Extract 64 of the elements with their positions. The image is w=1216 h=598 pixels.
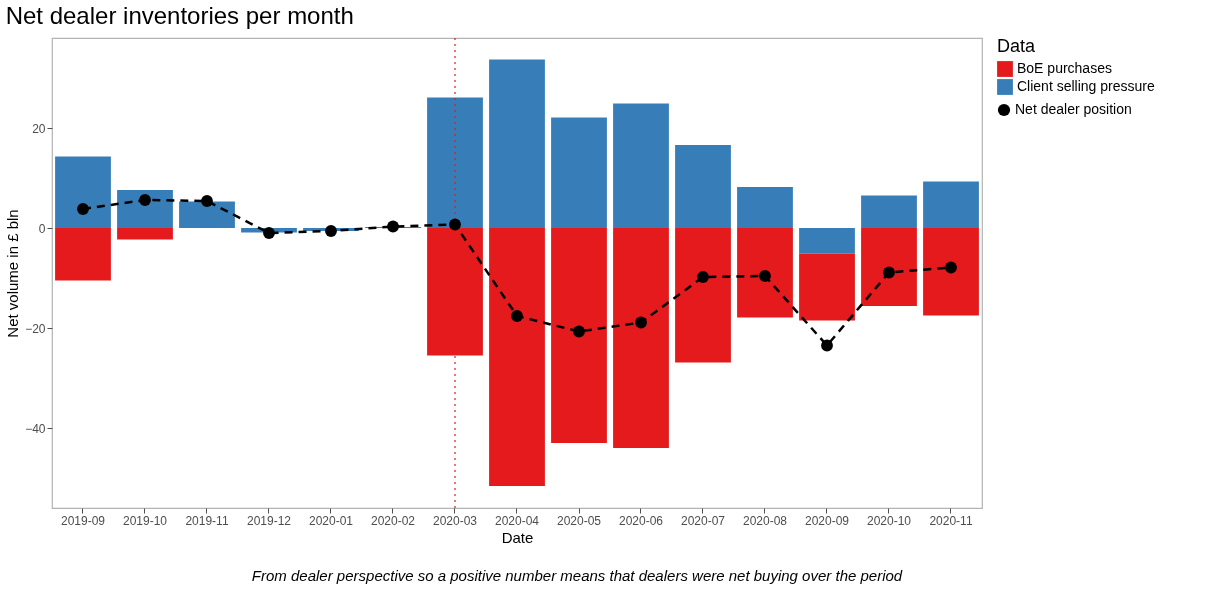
x-tick-label: 2020-11 bbox=[929, 513, 973, 528]
point bbox=[449, 218, 461, 231]
bar bbox=[799, 228, 855, 254]
bar bbox=[551, 228, 607, 443]
text: From dealer perspective so a positive number means that dealers were net buying over the period bbox=[251, 567, 903, 584]
x-tick-label: 2020-06 bbox=[618, 513, 664, 528]
point bbox=[77, 203, 89, 215]
bar bbox=[489, 59, 545, 228]
x-tick-label: 2020-08 bbox=[742, 513, 788, 528]
y-tick-label: 0 bbox=[38, 221, 46, 236]
point bbox=[821, 339, 833, 352]
x-tick-label: 2020-04 bbox=[494, 513, 540, 528]
y-axis-title: Net volume in £ bln bbox=[4, 209, 22, 338]
bar bbox=[923, 228, 979, 316]
point bbox=[883, 266, 895, 279]
bar bbox=[861, 195, 917, 228]
x-tick-label: 2020-05 bbox=[556, 513, 602, 528]
x-axis-title: Date bbox=[501, 528, 534, 546]
point bbox=[635, 316, 647, 329]
x-tick-label: 2020-09 bbox=[804, 513, 850, 528]
bar bbox=[799, 253, 855, 321]
point bbox=[201, 195, 213, 207]
x-tick-label: 2019-11 bbox=[185, 513, 229, 528]
legend-label: Net dealer position bbox=[1015, 101, 1132, 117]
bar bbox=[675, 145, 731, 228]
x-tick-label: 2020-01 bbox=[308, 513, 354, 528]
bar bbox=[489, 228, 545, 486]
bar bbox=[613, 228, 669, 448]
y-tick-label: −40 bbox=[25, 421, 46, 436]
point bbox=[759, 270, 771, 282]
x-tick-label: 2020-02 bbox=[370, 513, 416, 528]
x-tick-label: 2020-03 bbox=[432, 513, 478, 528]
chart-title: Net dealer inventories per month bbox=[5, 2, 354, 30]
x-tick-label: 2019-09 bbox=[60, 513, 106, 528]
bar bbox=[55, 228, 111, 281]
bar bbox=[675, 228, 731, 363]
legend-label: BoE purchases bbox=[1017, 60, 1112, 76]
point bbox=[697, 271, 709, 283]
point bbox=[325, 225, 337, 237]
bar bbox=[117, 228, 173, 240]
point bbox=[573, 325, 585, 338]
bar bbox=[55, 156, 111, 228]
bar bbox=[551, 117, 607, 228]
bar bbox=[179, 201, 235, 228]
x-tick-label: 2020-07 bbox=[680, 513, 726, 528]
y-tick-label: 20 bbox=[32, 121, 46, 136]
point bbox=[945, 261, 957, 274]
bar bbox=[923, 181, 979, 228]
x-tick-label: 2020-10 bbox=[866, 513, 912, 528]
legend-title: Data bbox=[997, 36, 1037, 56]
point bbox=[511, 310, 523, 322]
x-tick-label: 2019-12 bbox=[246, 513, 292, 528]
point bbox=[263, 227, 275, 239]
bar bbox=[613, 103, 669, 228]
bar bbox=[861, 228, 917, 306]
legend-label: Client selling pressure bbox=[1017, 78, 1155, 94]
bar bbox=[737, 187, 793, 228]
bar bbox=[427, 97, 483, 228]
point bbox=[139, 194, 151, 206]
bar bbox=[737, 228, 793, 318]
y-tick-label: −20 bbox=[25, 321, 46, 336]
point bbox=[387, 220, 399, 233]
x-tick-label: 2019-10 bbox=[122, 513, 168, 528]
bar bbox=[117, 190, 173, 228]
